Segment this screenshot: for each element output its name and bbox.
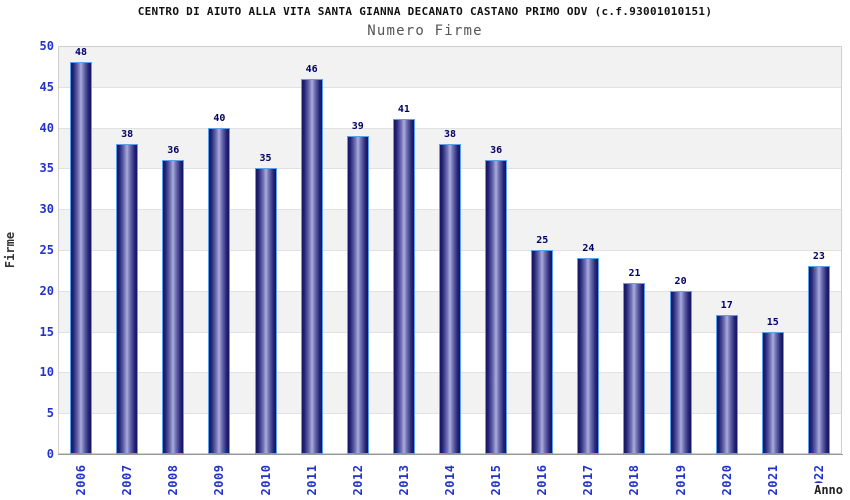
x-tick-label: 2008 [166, 464, 181, 496]
bar-value-label: 20 [674, 275, 687, 287]
bar-value-label: 17 [720, 300, 733, 312]
y-tick-label: 15 [39, 324, 54, 339]
bar [485, 160, 508, 454]
y-tick-label: 5 [46, 406, 54, 421]
bar [254, 168, 277, 454]
y-tick-label: 50 [39, 39, 54, 53]
x-tick-label: 2011 [304, 464, 319, 496]
bar-value-label: 36 [167, 145, 180, 157]
bar-value-label: 40 [213, 112, 226, 124]
bar-value-label: 38 [443, 128, 457, 140]
gridline [58, 127, 842, 129]
chart-subtitle: Numero Firme [367, 23, 483, 39]
bar [208, 127, 231, 454]
y-tick-label: 20 [39, 283, 54, 298]
plot-band [58, 86, 842, 128]
x-tick-label: 2010 [258, 464, 273, 496]
x-tick-label: 2014 [443, 464, 457, 496]
x-tick-label: 2020 [719, 464, 734, 496]
x-axis-title: Anno [797, 483, 843, 497]
bar [439, 143, 461, 454]
y-tick-label: 35 [39, 161, 54, 176]
x-tick-label: 2019 [673, 464, 688, 496]
bar-value-label: 21 [628, 267, 641, 279]
x-tick-label: 2021 [765, 464, 780, 496]
bar [346, 135, 369, 454]
bar [531, 250, 554, 454]
chart-title: CENTRO DI AIUTO ALLA VITA SANTA GIANNA D… [137, 5, 713, 18]
bar-value-label: 36 [490, 145, 503, 157]
y-tick-label: 10 [39, 365, 54, 380]
gridline [58, 46, 842, 47]
y-tick-label: 25 [39, 243, 54, 257]
bar [761, 331, 784, 454]
bar [162, 160, 185, 454]
bar [669, 290, 692, 454]
bar-value-label: 41 [397, 104, 410, 116]
bar-value-label: 39 [351, 120, 364, 132]
y-axis-title: Firme [3, 231, 17, 269]
bar [577, 258, 600, 454]
x-tick-label: 2017 [581, 464, 596, 496]
bar-value-label: 46 [305, 63, 318, 75]
bar-value-label: 24 [582, 243, 595, 255]
x-tick-label: 2007 [120, 464, 135, 496]
bar-value-label: 35 [259, 153, 272, 165]
bar-value-label: 15 [766, 316, 779, 328]
x-tick-label: 2015 [489, 464, 504, 496]
y-tick-label: 45 [39, 79, 54, 94]
y-tick-label: 40 [39, 120, 54, 135]
bar [715, 315, 738, 454]
bar [392, 119, 415, 454]
bar-value-label: 48 [75, 47, 88, 59]
y-tick-label: 0 [46, 447, 54, 461]
bar [300, 78, 323, 454]
x-tick-label: 2016 [535, 464, 550, 496]
x-tick-label: 2018 [627, 464, 642, 496]
bar [116, 143, 139, 454]
bar [623, 282, 646, 454]
gridline [58, 86, 842, 88]
y-tick-label: 30 [39, 202, 54, 217]
bar-value-label: 38 [121, 128, 134, 140]
x-tick-label: 2013 [396, 464, 411, 496]
bar-value-label: 25 [536, 235, 549, 246]
bar [807, 266, 830, 454]
bar-value-label: 23 [812, 251, 825, 263]
bar [70, 62, 93, 454]
x-tick-label: 2012 [350, 464, 365, 496]
plot-band [58, 46, 842, 87]
x-tick-label: 2009 [212, 464, 227, 496]
x-tick-label: 2006 [74, 464, 89, 496]
x-axis-line [58, 454, 843, 455]
